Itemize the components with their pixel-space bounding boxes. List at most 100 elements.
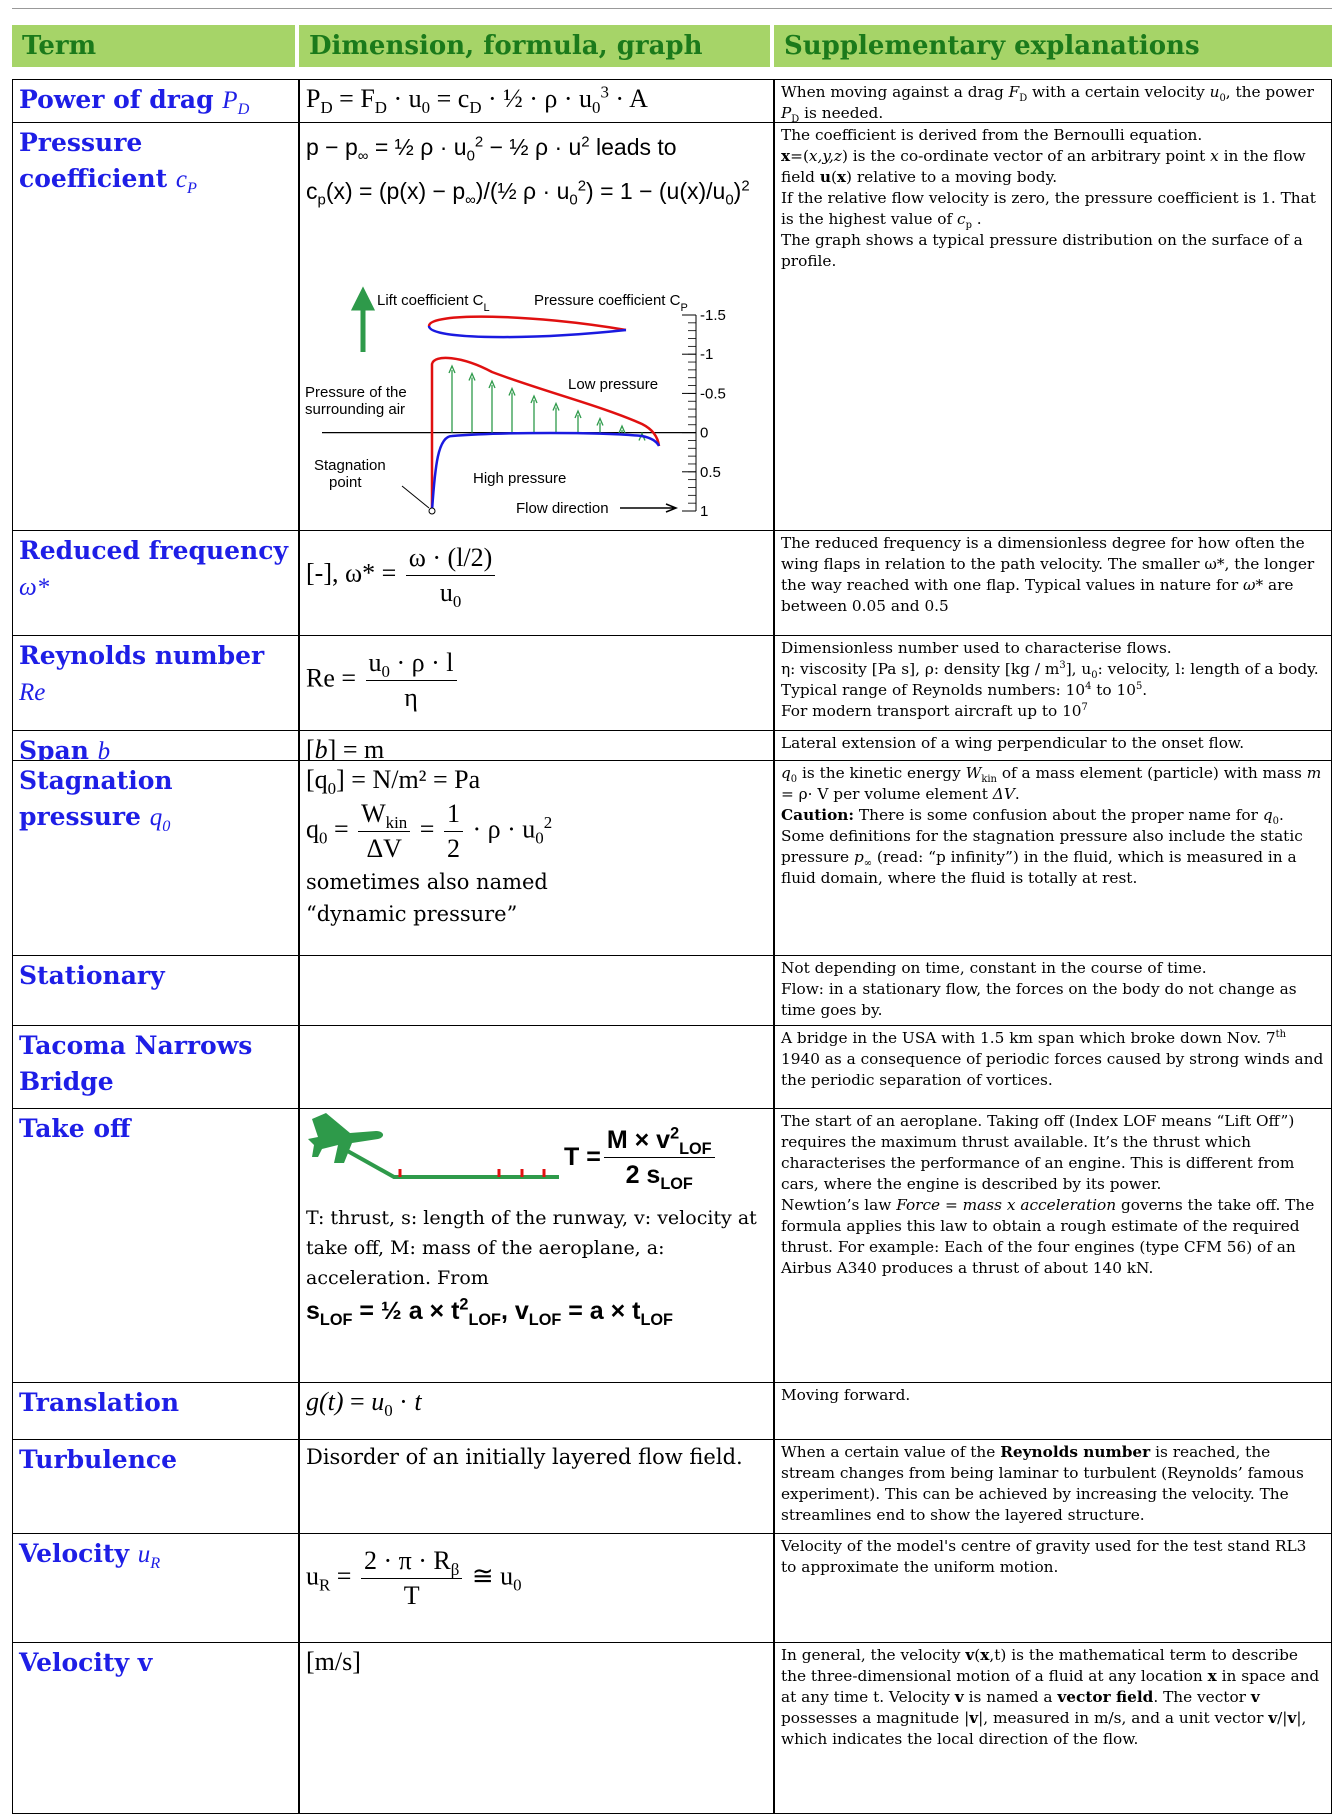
pressure-graph: -1.5 -1 -0.5 0 0.5 1 Lift coefficient CL Pressu… <box>305 286 726 520</box>
term-cell: Stationary <box>12 955 299 1026</box>
text-run: A bridge in the USA with 1.5 km span whi… <box>781 1029 1276 1047</box>
text-run: q <box>781 764 791 782</box>
text-run: · A <box>608 84 648 113</box>
text-run: 2 <box>446 834 460 863</box>
text-run: u <box>1209 83 1220 101</box>
text-run: v <box>1268 1709 1278 1727</box>
text-run: Not depending on time, constant in the c… <box>781 959 1207 977</box>
term-cell: Take off <box>12 1108 299 1383</box>
explanation-cell: Dimensionless number used to characteris… <box>774 635 1332 731</box>
term-cell: Translation <box>12 1382 299 1440</box>
explanation-cell: Velocity of the model's centre of gravit… <box>774 1533 1332 1643</box>
text-run: b <box>314 735 328 761</box>
text-run: . <box>971 210 982 228</box>
formula-line: [b] = m <box>306 733 767 761</box>
paragraph: x=(x,y,z) is the co-ordinate vector of a… <box>781 146 1325 188</box>
text-run: =( <box>790 147 809 165</box>
term: Translation <box>19 1388 179 1417</box>
text-run: u <box>368 648 382 677</box>
text-run: 2 · π · R <box>363 1546 451 1575</box>
graph-label: High pressure <box>473 470 566 487</box>
text-run: is reached, the stream changes from bein… <box>781 1443 1304 1524</box>
text-run: |, measured in m/s, and a unit vector <box>978 1709 1269 1727</box>
header-cell: Supplementary explanations <box>774 25 1332 67</box>
denominator: T <box>361 1579 462 1613</box>
graph-label: Pressure of the <box>305 384 407 401</box>
text-run: governs the take off. The formula applie… <box>781 1196 1315 1277</box>
explanation-cell: The reduced frequency is a dimensionless… <box>774 530 1332 636</box>
paragraph: Dimensionless number used to characteris… <box>781 638 1325 659</box>
text-run: |, which indicates the local direction o… <box>781 1709 1307 1748</box>
term: Stationary <box>19 961 165 990</box>
paragraph: q0 is the kinetic energy Wkin of a mass … <box>781 763 1325 805</box>
text-run: 0 <box>591 98 601 118</box>
text-run: When a certain value of the <box>781 1443 1001 1461</box>
text-run: 2 <box>577 177 587 195</box>
text-run: 0 <box>466 147 475 165</box>
formula-line: [m/s] <box>306 1645 767 1679</box>
paragraph: Velocity of the model's centre of gravit… <box>781 1536 1325 1578</box>
text-run: · <box>392 1387 415 1416</box>
text-run: x <box>1207 1667 1217 1685</box>
text-run: When moving against a drag <box>781 83 1009 101</box>
term-symbol: Re <box>19 679 45 706</box>
text-run: u <box>371 1387 385 1416</box>
formula-line: sometimes also named <box>306 866 767 898</box>
paragraph: The start of an aeroplane. Taking off (I… <box>781 1111 1325 1195</box>
text-run: 0 <box>384 1401 393 1421</box>
text-run: The reduced frequency is a dimensionless… <box>781 534 1315 594</box>
text-run: High pressure <box>473 470 566 487</box>
text-run: [ <box>306 735 315 761</box>
graph-label: Pressure coefficient CP <box>534 292 688 314</box>
term: Tacoma Narrows Bridge <box>19 1031 253 1096</box>
text-run: R <box>150 1554 161 1572</box>
text-run: The start of an aeroplane. Taking off (I… <box>781 1112 1295 1193</box>
paragraph: Not depending on time, constant in the c… <box>781 958 1325 979</box>
formula-line: PD = FD · u0 = cD · ½ · ρ · u03 · A <box>306 82 767 116</box>
text-run: D <box>791 114 800 123</box>
profile-upper <box>427 315 627 332</box>
text-run: t <box>414 1387 422 1416</box>
text-run: Newtion’s law <box>781 1196 897 1214</box>
text-run: = F <box>332 84 375 113</box>
text-run: s <box>306 1297 320 1325</box>
formula-cell: p − p∞ = ½ ρ · u02 − ½ ρ · u2 leads to cp… <box>299 122 774 531</box>
text-run: g(t) <box>306 1387 344 1416</box>
pressure-arrow <box>468 371 476 433</box>
formula-cell: T = M × v2LOF 2 sLOF T: thrust, s: length … <box>299 1108 774 1383</box>
text-run: = <box>413 814 441 844</box>
text-run: Re <box>19 679 46 706</box>
term: Pressure coefficient <box>19 128 168 193</box>
term-cell: Power of drag PD <box>12 79 299 123</box>
paragraph: Caution: There is some confusion about t… <box>781 805 1325 889</box>
paragraph: If the relative flow velocity is zero, t… <box>781 188 1325 231</box>
explanation-cell: A bridge in the USA with 1.5 km span whi… <box>774 1025 1332 1109</box>
text-run: ) = 1 − (u(x)/u <box>586 178 726 204</box>
text-run: b <box>97 738 111 761</box>
text-run: ω · (l/2) <box>408 543 493 572</box>
text-run: 7 <box>1081 701 1088 713</box>
text-run: x,y,z <box>808 147 842 165</box>
text-run: LOF <box>640 1311 673 1329</box>
text-run: of a mass element (particle) with mass <box>996 764 1307 782</box>
text-run: /| <box>1277 1709 1288 1727</box>
explanation-cell: When a certain value of the Reynolds num… <box>774 1439 1332 1534</box>
text-run: Reynolds number <box>1000 1443 1151 1461</box>
text-run: 0 <box>790 774 798 786</box>
pressure-arrow <box>448 364 456 433</box>
text-run: · ρ · l <box>390 648 454 677</box>
text-run: in the flow field <box>781 147 1306 186</box>
text-run: ∞ <box>465 191 476 209</box>
text-run: Pressure coefficient C <box>534 292 681 309</box>
numerator: 2 · π · Rβ <box>360 1544 463 1579</box>
text-run: in space and at any time t. Velocity <box>781 1667 1320 1706</box>
pressure-arrow <box>596 416 604 433</box>
aeroplane-icon <box>308 1113 384 1163</box>
text-run: 0 <box>327 779 337 799</box>
paragraph: When moving against a drag FD with a cer… <box>781 82 1325 123</box>
text-run: leads to <box>589 134 677 160</box>
text-run: : velocity, l: length of a body. Typical… <box>781 660 1319 699</box>
text-run: Re = <box>306 663 363 693</box>
text-run: is named a <box>963 1688 1058 1706</box>
